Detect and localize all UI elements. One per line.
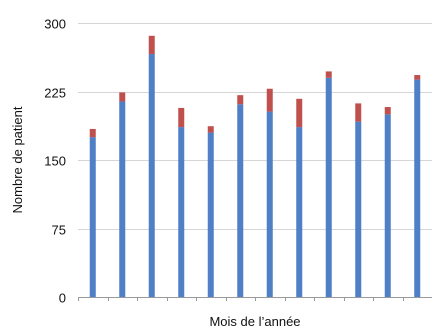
bar-segment-top: [178, 107, 185, 128]
bar-segment-top: [207, 126, 214, 133]
bar-segment-top: [384, 107, 391, 115]
bar-segment-base: [89, 137, 96, 297]
bar-segment-top: [325, 71, 332, 78]
bar-segment-base: [207, 132, 214, 297]
bar-segment-top: [237, 95, 244, 105]
y-tick-label: 150: [44, 154, 66, 169]
bar-segment-base: [178, 127, 185, 298]
y-tick-label: 300: [44, 17, 66, 32]
bar-segment-base: [148, 54, 155, 298]
bar-segment-base: [266, 111, 273, 298]
bars: [89, 35, 421, 298]
bar-segment-base: [355, 121, 362, 297]
x-axis-title: Mois de l’année: [209, 314, 300, 329]
bar-segment-top: [119, 92, 126, 102]
bar-segment-base: [414, 79, 421, 297]
bar-segment-top: [296, 98, 303, 128]
y-tick-labels: 0 75 150 225 300: [44, 17, 66, 306]
bar-segment-base: [384, 114, 391, 297]
gridlines: [78, 23, 432, 230]
bar-segment-top: [414, 75, 421, 80]
bar-segment-base: [237, 104, 244, 297]
bar-segment-base: [119, 101, 126, 298]
y-tick-label: 75: [52, 223, 66, 238]
y-tick-label: 225: [44, 86, 66, 101]
bar-segment-base: [325, 77, 332, 297]
bar-segment-top: [355, 103, 362, 122]
y-tick-label: 0: [59, 291, 66, 306]
bar-segment-top: [89, 128, 96, 138]
bar-segment-top: [148, 35, 155, 55]
bar-segment-top: [266, 88, 273, 112]
y-axis-title: Nombre de patient: [10, 106, 25, 213]
bar-segment-base: [296, 127, 303, 298]
